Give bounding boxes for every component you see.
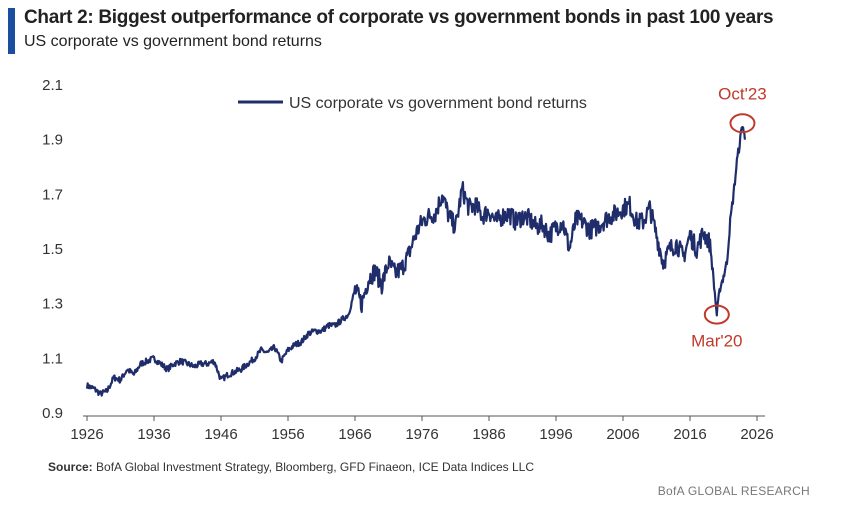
- x-tick-label: 1996: [539, 426, 572, 443]
- x-tick-label: 2016: [673, 426, 706, 443]
- series-line: [85, 125, 746, 397]
- x-tick-label: 1926: [70, 426, 103, 443]
- line-chart: 0.91.11.31.51.71.92.1 1926 1936 1946 1956 19…: [42, 77, 774, 443]
- y-tick-label: 0.9: [42, 405, 63, 422]
- chart-title: Chart 2: Biggest outperformance of corpo…: [24, 7, 774, 28]
- y-tick-label: 1.7: [42, 186, 63, 203]
- x-tick-label: 1976: [405, 426, 438, 443]
- x-tick-label: 1956: [271, 426, 304, 443]
- source-label: Source:: [48, 460, 93, 474]
- x-tick-label: 1936: [137, 426, 170, 443]
- legend-label: US corporate vs government bond returns: [289, 95, 587, 112]
- title-accent-bar: [8, 8, 15, 54]
- y-tick-label: 2.1: [42, 77, 63, 94]
- plot-area: [85, 125, 746, 397]
- x-tick-label: 2026: [740, 426, 773, 443]
- brand-label: BofA GLOBAL RESEARCH: [657, 484, 810, 498]
- chart-subtitle: US corporate vs government bond returns: [24, 33, 322, 50]
- x-axis: 1926 1936 1946 1956 1966 1976 1986 1996 2006 2016…: [70, 415, 774, 443]
- x-tick-label: 1966: [338, 426, 371, 443]
- y-tick-label: 1.1: [42, 350, 63, 367]
- x-tick-label: 2006: [606, 426, 639, 443]
- annotations: Oct'23 Mar'20: [691, 84, 767, 350]
- y-tick-label: 1.5: [42, 241, 63, 258]
- source-text: BofA Global Investment Strategy, Bloombe…: [96, 460, 535, 474]
- annotation-circle: [703, 304, 730, 325]
- y-axis: 0.9 1.1 1.3 1.5 1.7 1.9 2.1: [42, 77, 63, 422]
- annotation-label: Oct'23: [718, 84, 767, 103]
- source-note: Source: BofA Global Investment Strategy,…: [48, 460, 534, 474]
- legend: US corporate vs government bond returns: [238, 95, 587, 112]
- y-tick-label: 1.9: [42, 132, 63, 149]
- x-tick-label: 1986: [472, 426, 505, 443]
- annotation-label: Mar'20: [691, 332, 742, 351]
- annotation-circle: [729, 113, 756, 134]
- x-tick-label: 1946: [204, 426, 237, 443]
- y-tick-label: 1.3: [42, 296, 63, 313]
